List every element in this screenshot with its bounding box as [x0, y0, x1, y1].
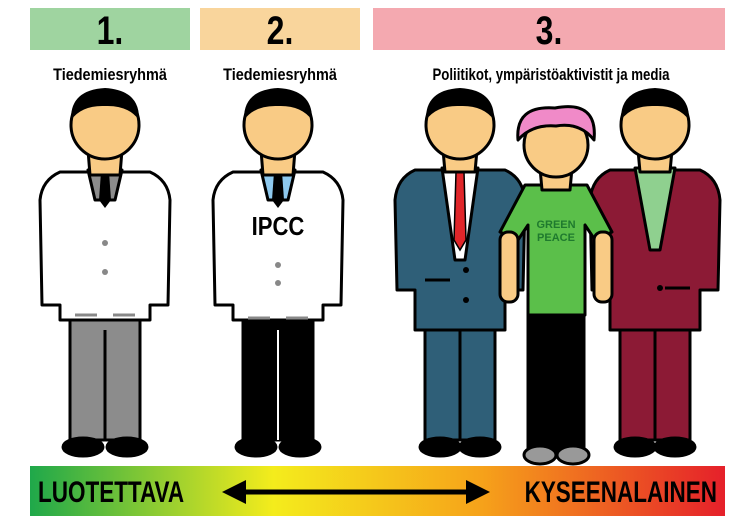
group-number: 2. — [267, 8, 294, 53]
infographic: 1. 2. 3. Tiedemiesryhmä Tiedemiesryhmä P… — [0, 0, 731, 519]
group-label: Poliitikot, ympäristöaktivistit ja media — [432, 66, 670, 85]
group-label: Tiedemiesryhmä — [223, 66, 337, 84]
group-number: 1. — [97, 8, 124, 53]
shirt-text: PEACE — [537, 232, 575, 244]
scale-left: LUOTETTAVA — [38, 475, 184, 509]
activist-figure — [500, 107, 612, 464]
group-label: Tiedemiesryhmä — [53, 66, 167, 84]
scientist-figure — [40, 88, 170, 456]
coat-text: IPCC — [252, 212, 305, 241]
scale-right: KYSEENALAINEN — [525, 475, 717, 509]
ipcc-scientist-figure — [213, 88, 343, 456]
group-number: 3. — [536, 8, 563, 53]
shirt-text: GREEN — [536, 219, 575, 231]
